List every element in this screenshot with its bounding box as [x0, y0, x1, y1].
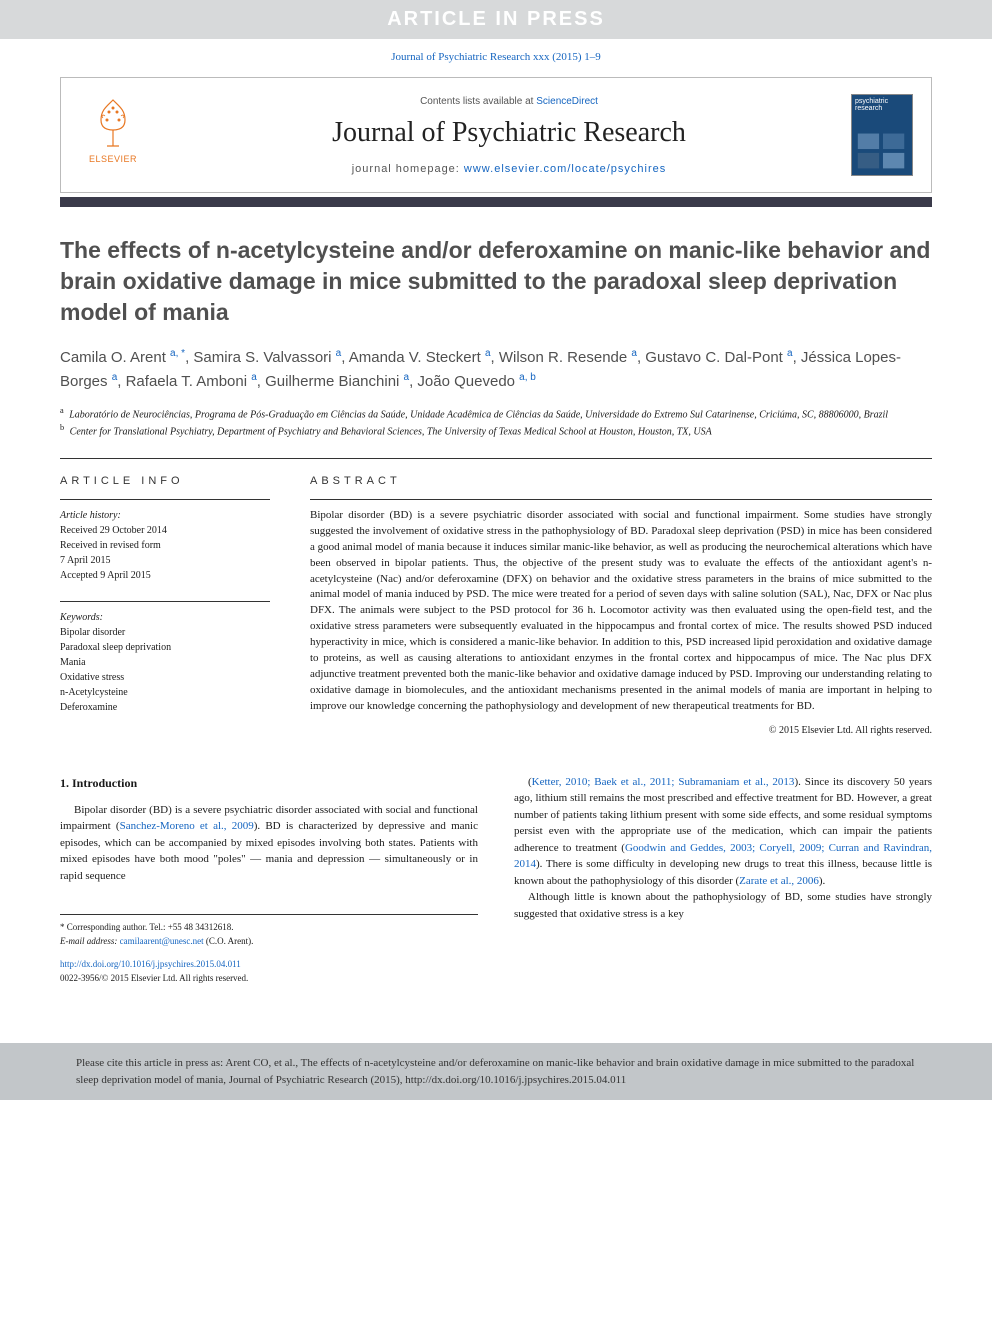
homepage-link[interactable]: www.elsevier.com/locate/psychires [464, 163, 666, 175]
corresponding-author: * Corresponding author. Tel.: +55 48 343… [60, 921, 478, 935]
journal-header: ELSEVIER Contents lists available at Sci… [60, 77, 932, 193]
sciencedirect-link[interactable]: ScienceDirect [536, 96, 598, 107]
keywords: Keywords: Bipolar disorderParadoxal slee… [60, 601, 270, 715]
journal-reference: Journal of Psychiatric Research xxx (201… [60, 51, 932, 63]
abstract-heading: ABSTRACT [310, 475, 932, 487]
history-line: 7 April 2015 [60, 553, 270, 568]
keyword: Bipolar disorder [60, 625, 270, 640]
abstract-copyright: © 2015 Elsevier Ltd. All rights reserved… [310, 725, 932, 736]
citation-link[interactable]: Sanchez-Moreno et al., 2009 [120, 820, 254, 832]
doi-block: http://dx.doi.org/10.1016/j.jpsychires.2… [60, 958, 478, 985]
history-line: Received 29 October 2014 [60, 523, 270, 538]
keyword: Deferoxamine [60, 700, 270, 715]
body-paragraph: Although little is known about the patho… [514, 889, 932, 922]
author-email-link[interactable]: camilaarent@unesc.net [120, 936, 204, 946]
header-separator [60, 197, 932, 207]
body-paragraph: Bipolar disorder (BD) is a severe psychi… [60, 802, 478, 885]
right-column: (Ketter, 2010; Baek et al., 2011; Subram… [514, 774, 932, 986]
issn-copyright: 0022-3956/© 2015 Elsevier Ltd. All right… [60, 973, 248, 983]
article-info-heading: ARTICLE INFO [60, 475, 270, 487]
citation-link[interactable]: Zarate et al., 2006 [739, 875, 819, 887]
email-line: E-mail address: camilaarent@unesc.net (C… [60, 935, 478, 949]
journal-homepage: journal homepage: www.elsevier.com/locat… [167, 163, 851, 175]
in-press-banner: ARTICLE IN PRESS [0, 0, 992, 39]
elsevier-logo: ELSEVIER [79, 96, 147, 174]
citation-link[interactable]: Ketter, 2010; Baek et al., 2011; Subrama… [532, 776, 795, 788]
body-columns: 1. Introduction Bipolar disorder (BD) is… [60, 774, 932, 986]
history-line: Received in revised form [60, 538, 270, 553]
keyword: Mania [60, 655, 270, 670]
journal-cover-thumbnail: psychiatric research [851, 94, 913, 176]
affiliation-line: b Center for Translational Psychiatry, D… [60, 422, 932, 439]
contents-available: Contents lists available at ScienceDirec… [167, 96, 851, 107]
elsevier-tree-icon [87, 96, 139, 152]
keyword: n-Acetylcysteine [60, 685, 270, 700]
keyword: Paradoxal sleep deprivation [60, 640, 270, 655]
abstract-text: Bipolar disorder (BD) is a severe psychi… [310, 499, 932, 715]
citation-box: Please cite this article in press as: Ar… [0, 1043, 992, 1100]
article-title: The effects of n-acetylcysteine and/or d… [60, 235, 932, 328]
journal-name: Journal of Psychiatric Research [167, 117, 851, 149]
elsevier-label: ELSEVIER [89, 154, 137, 164]
footnotes: * Corresponding author. Tel.: +55 48 343… [60, 914, 478, 948]
intro-heading: 1. Introduction [60, 774, 478, 792]
keyword: Oxidative stress [60, 670, 270, 685]
left-column: 1. Introduction Bipolar disorder (BD) is… [60, 774, 478, 986]
body-paragraph: (Ketter, 2010; Baek et al., 2011; Subram… [514, 774, 932, 890]
affiliations: a Laboratório de Neurociências, Programa… [60, 405, 932, 440]
affiliation-line: a Laboratório de Neurociências, Programa… [60, 405, 932, 422]
author-list: Camila O. Arent a, *, Samira S. Valvasso… [60, 346, 932, 393]
doi-link[interactable]: http://dx.doi.org/10.1016/j.jpsychires.2… [60, 959, 241, 969]
article-info-sidebar: ARTICLE INFO Article history: Received 2… [60, 475, 270, 736]
abstract-column: ABSTRACT Bipolar disorder (BD) is a seve… [310, 475, 932, 736]
history-line: Accepted 9 April 2015 [60, 568, 270, 583]
citation-link[interactable]: Goodwin and Geddes, 2003; Coryell, 2009;… [514, 842, 932, 871]
article-history: Article history: Received 29 October 201… [60, 499, 270, 583]
